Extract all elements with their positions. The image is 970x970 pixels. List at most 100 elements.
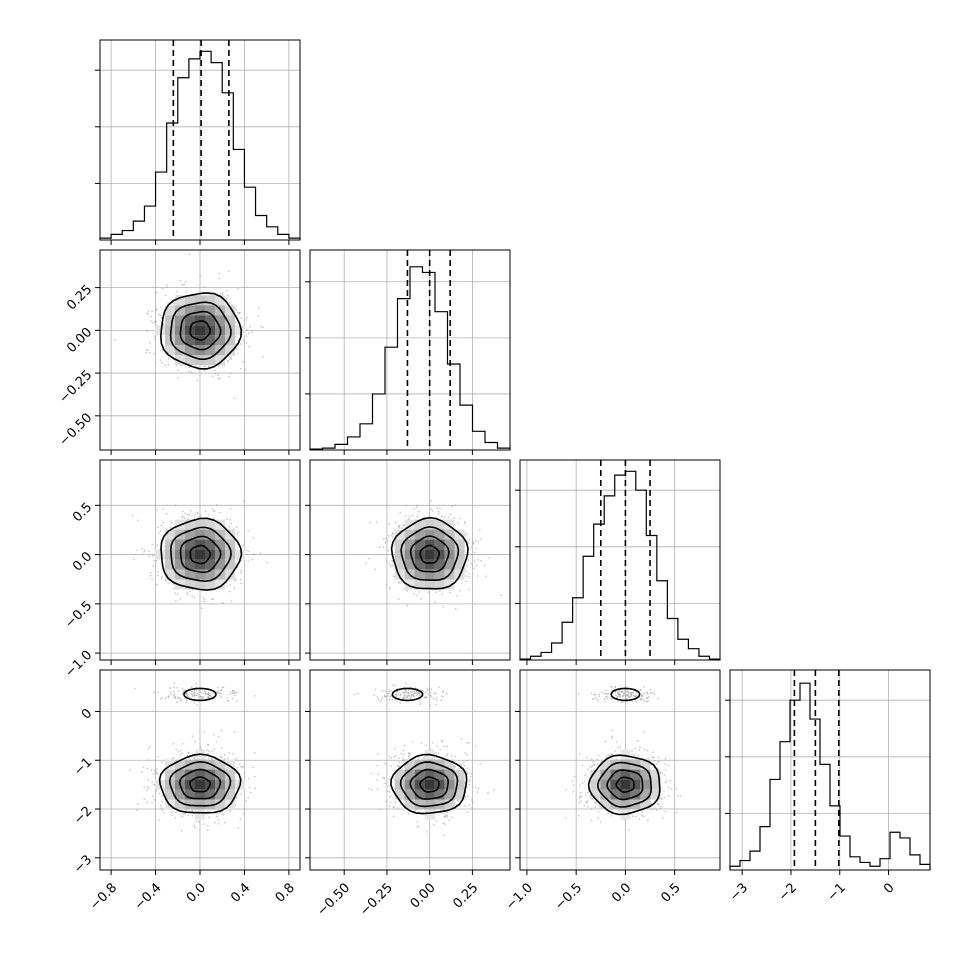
scatter-point <box>222 814 225 816</box>
density-cell <box>404 529 415 540</box>
scatter-point <box>401 524 404 526</box>
scatter-point <box>403 753 405 756</box>
scatter-point <box>191 690 193 693</box>
scatter-point <box>429 748 432 750</box>
scatter-point <box>398 765 401 768</box>
density-cell <box>195 539 205 550</box>
scatter-point <box>413 593 415 595</box>
scatter-point <box>233 690 236 692</box>
contour-line <box>400 526 460 582</box>
density-cell <box>414 519 425 530</box>
scatter-point <box>389 588 391 590</box>
scatter-point <box>155 291 157 294</box>
scatter-point <box>172 690 175 693</box>
scatter-point <box>234 562 237 564</box>
density-cell <box>225 759 235 770</box>
scatter-point <box>173 757 175 759</box>
scatter-point <box>150 572 152 574</box>
density-cell <box>215 579 225 590</box>
scatter-point <box>195 694 198 697</box>
scatter-point <box>241 766 244 768</box>
scatter-point <box>195 820 198 823</box>
scatter-point <box>211 508 214 510</box>
scatter-point <box>174 695 177 698</box>
scatter-point <box>423 516 426 518</box>
density-cell <box>225 549 235 560</box>
scatter-point <box>479 763 482 765</box>
scatter-point <box>197 512 199 515</box>
scatter-point <box>384 762 387 765</box>
scatter-point <box>230 600 233 602</box>
scatter-point <box>390 765 392 767</box>
scatter-point <box>446 816 449 818</box>
scatter-point <box>213 748 215 750</box>
scatter-point <box>434 601 437 603</box>
scatter-point <box>186 514 189 516</box>
scatter-point <box>160 349 162 352</box>
scatter-point <box>487 792 489 794</box>
scatter-point <box>391 565 394 567</box>
scatter-point <box>177 690 180 692</box>
scatter-point <box>454 766 457 768</box>
scatter-point <box>216 815 218 818</box>
density-cell <box>175 305 185 316</box>
scatter-point <box>166 286 168 288</box>
scatter-point <box>266 561 269 564</box>
scatter-point <box>223 753 226 756</box>
density-cell <box>205 529 215 540</box>
density-cell <box>444 519 455 530</box>
scatter-point <box>194 740 196 743</box>
scatter-point <box>259 552 262 554</box>
scatter-point <box>147 310 150 313</box>
scatter-point <box>145 352 147 354</box>
scatter-point <box>171 522 173 524</box>
scatter-point <box>403 744 406 747</box>
scatter-point <box>147 748 150 750</box>
scatter-point <box>188 757 191 759</box>
scatter-point <box>183 283 185 286</box>
scatter-point <box>155 789 157 792</box>
scatter-point <box>157 526 160 528</box>
scatter-point <box>161 697 164 699</box>
scatter-point <box>144 549 146 552</box>
scatter-point <box>477 540 479 542</box>
scatter-point <box>185 809 188 812</box>
density-cell <box>175 335 185 346</box>
density-cell <box>185 559 195 570</box>
scatter-point <box>160 807 162 809</box>
density-cell <box>414 579 425 590</box>
density-cell <box>195 295 205 306</box>
density-cell <box>175 789 185 800</box>
scatter-point <box>242 813 245 815</box>
scatter-point <box>441 515 443 517</box>
scatter-point <box>173 696 176 699</box>
scatter-point <box>439 590 441 592</box>
scatter-point <box>388 778 391 780</box>
scatter-point <box>167 582 170 585</box>
density-cell <box>165 559 175 570</box>
scatter-point <box>149 341 151 344</box>
scatter-point <box>155 560 158 562</box>
scatter-point <box>207 514 210 516</box>
scatter-point <box>153 799 156 801</box>
contour-line <box>409 535 450 573</box>
scatter-point <box>188 751 190 753</box>
scatter-point <box>151 795 154 797</box>
scatter-point <box>158 819 160 821</box>
scatter-point <box>184 280 187 283</box>
scatter-point <box>464 795 467 798</box>
scatter-point <box>388 796 391 799</box>
panel-frame <box>99 249 301 451</box>
scatter-point <box>156 571 159 573</box>
scatter-point <box>231 697 234 700</box>
scatter-point <box>228 752 230 754</box>
scatter-point <box>158 313 160 315</box>
scatter-point <box>181 693 184 695</box>
scatter-point <box>398 598 400 600</box>
scatter-point <box>453 517 456 519</box>
scatter-point <box>237 531 240 533</box>
scatter-point <box>223 758 226 760</box>
scatter-point <box>184 689 187 691</box>
scatter-point <box>389 801 392 803</box>
scatter-point <box>245 342 248 344</box>
